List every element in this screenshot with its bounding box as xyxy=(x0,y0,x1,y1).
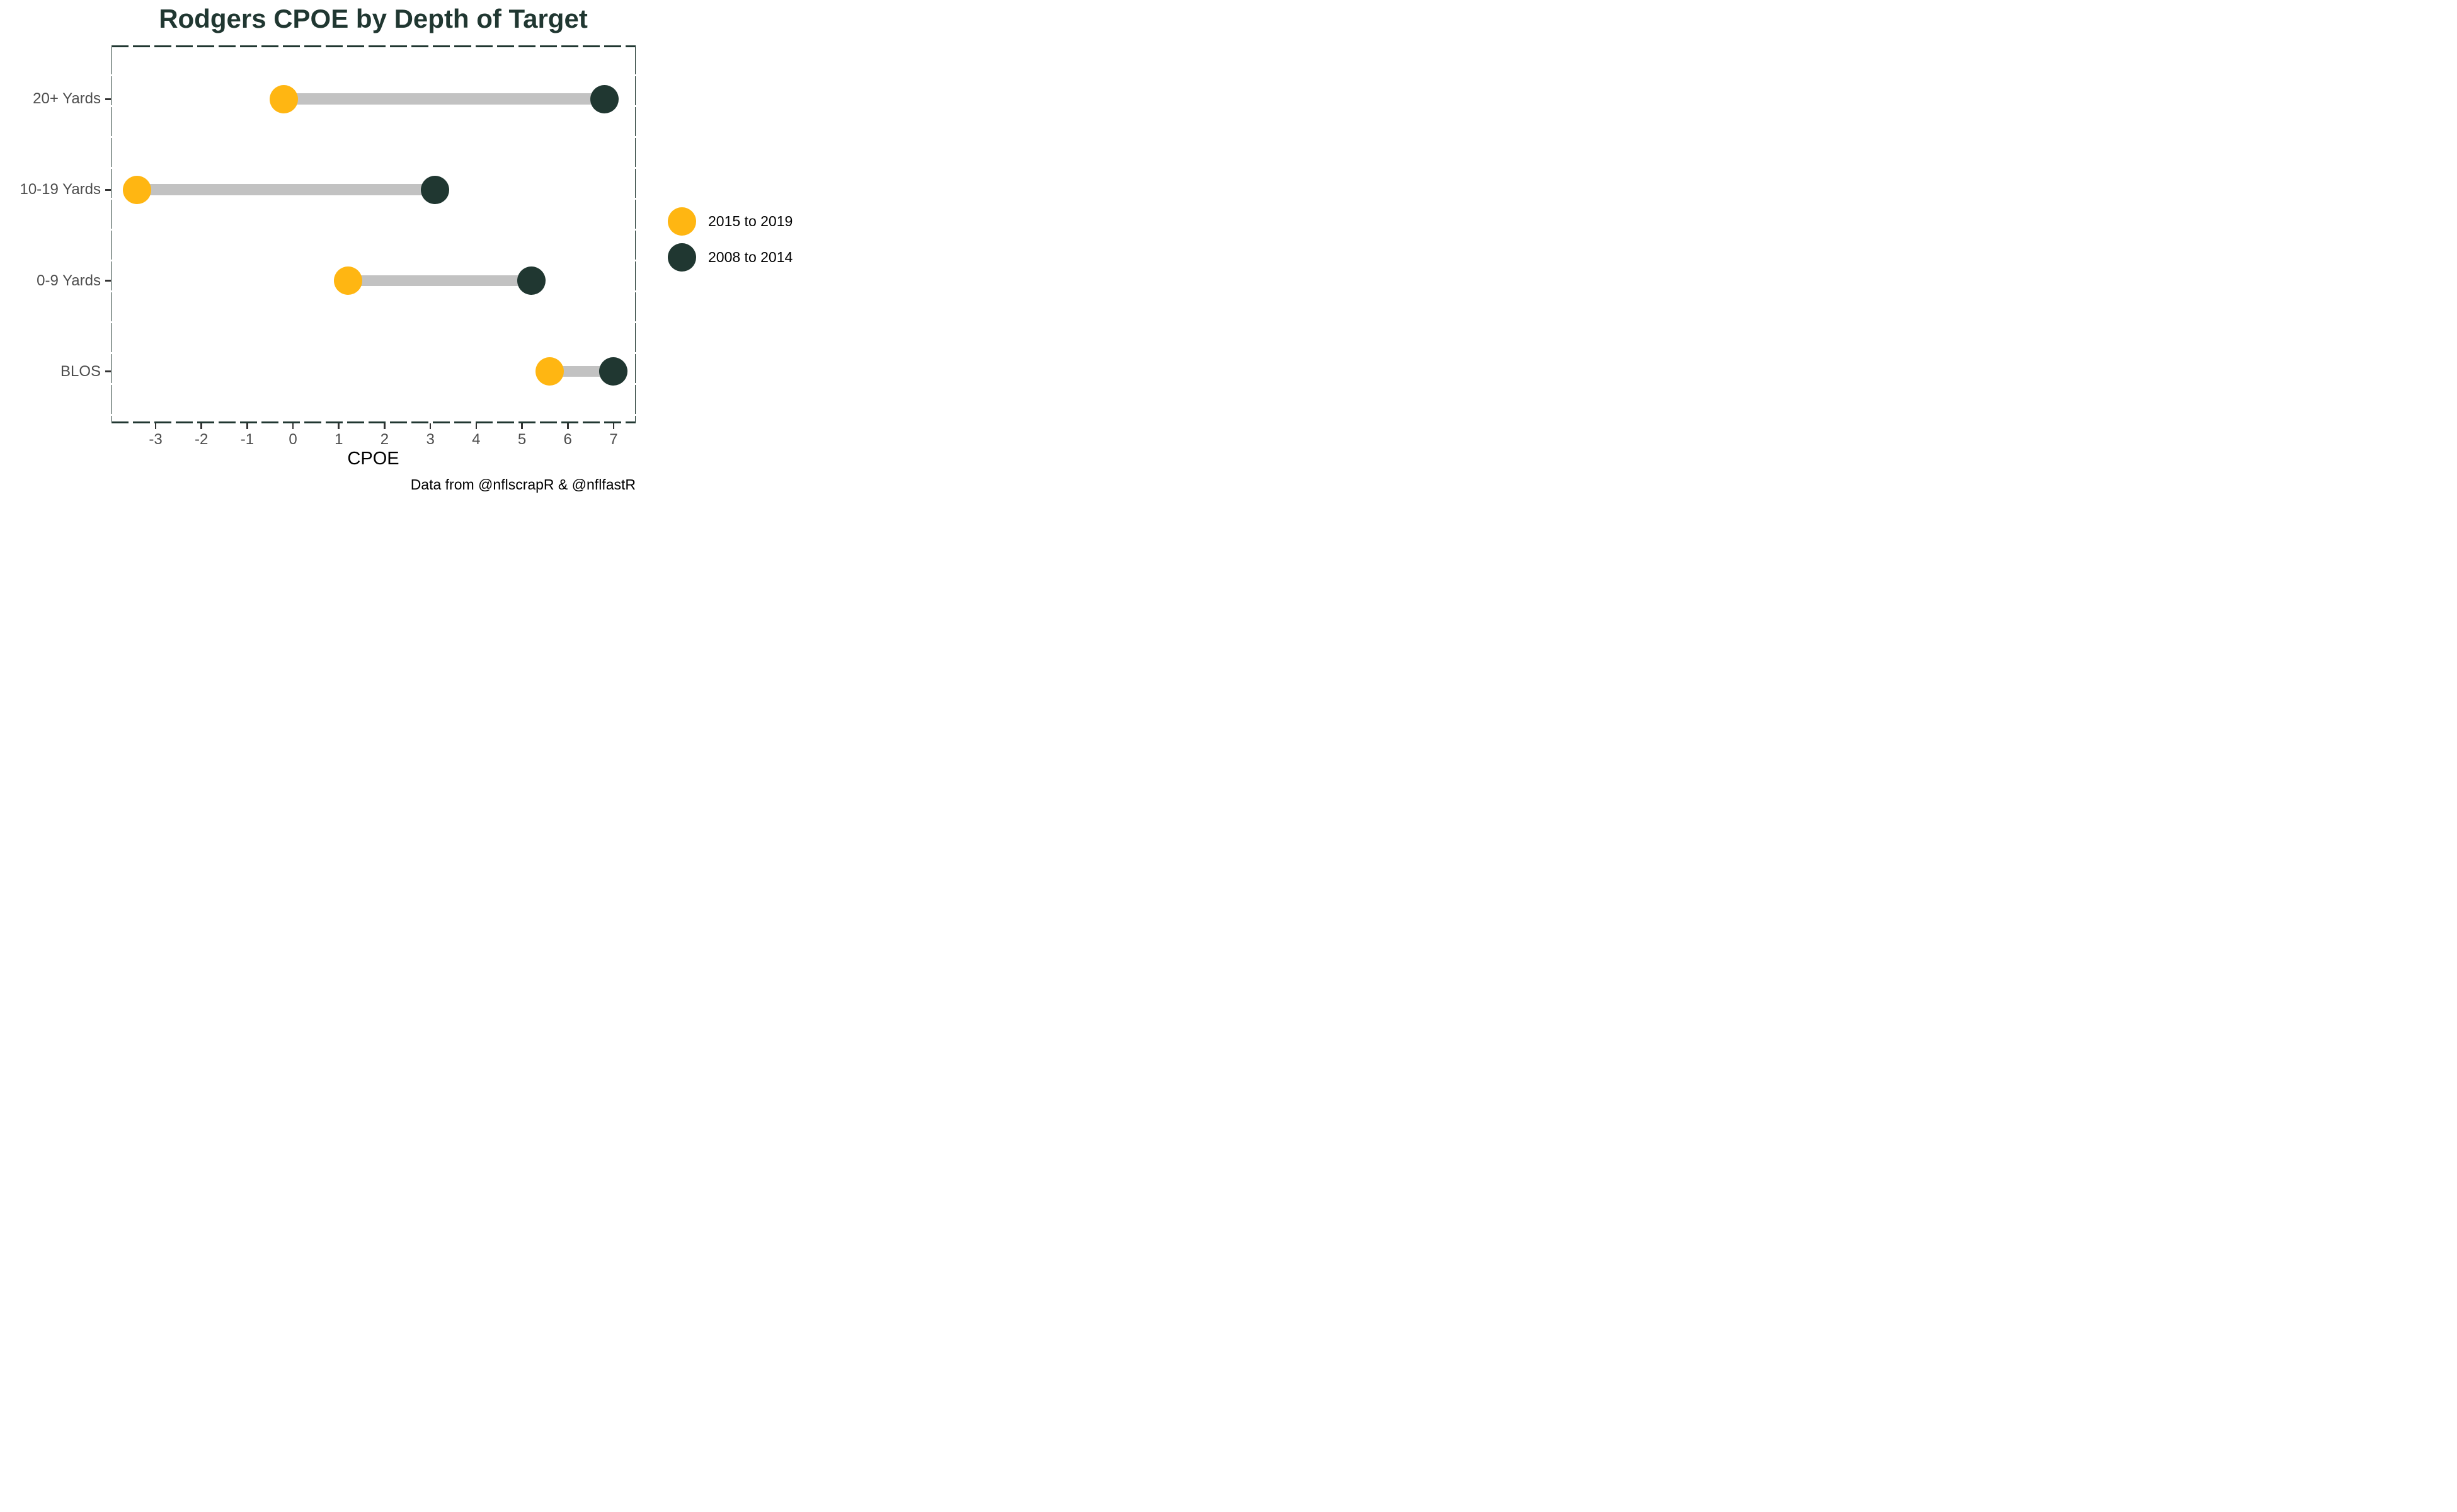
legend: 2015 to 2019 2008 to 2014 xyxy=(668,207,793,272)
y-axis-label: 10-19 Yards xyxy=(20,181,101,198)
data-source-caption: Data from @nflscrapR & @nflfastR xyxy=(410,476,636,493)
x-axis-tick-label: -3 xyxy=(149,430,163,448)
x-axis-tick xyxy=(566,423,569,429)
panel-border-top xyxy=(111,45,636,47)
data-point-gold xyxy=(270,84,299,113)
dumbbell-connector xyxy=(348,275,532,287)
dumbbell-connector xyxy=(549,365,614,377)
x-axis-tick-label: 5 xyxy=(517,430,527,448)
x-axis-tick-label: -2 xyxy=(195,430,209,448)
panel-border-left xyxy=(111,45,113,423)
x-axis-tick xyxy=(429,423,432,429)
dumbbell-connector xyxy=(137,184,435,196)
x-axis-tick-label: 6 xyxy=(563,430,572,448)
x-axis-title: CPOE xyxy=(347,449,399,469)
plot-panel xyxy=(111,45,636,423)
y-axis-tick xyxy=(105,188,111,191)
data-point-dark-green xyxy=(590,84,619,113)
y-axis-tick xyxy=(105,98,111,100)
x-axis-tick xyxy=(338,423,340,429)
y-axis-label: 0-9 Yards xyxy=(37,272,101,289)
legend-item: 2008 to 2014 xyxy=(668,243,793,272)
y-axis-tick xyxy=(105,370,111,373)
x-axis-tick-label: 1 xyxy=(335,430,343,448)
chart-title: Rodgers CPOE by Depth of Target xyxy=(159,4,588,33)
dumbbell-connector xyxy=(284,93,605,105)
data-point-dark-green xyxy=(517,266,546,295)
panel-border-right xyxy=(634,45,636,423)
x-axis-tick-label: -1 xyxy=(240,430,255,448)
x-axis-tick-label: 4 xyxy=(472,430,481,448)
x-axis-tick xyxy=(384,423,386,429)
chart-figure: Rodgers CPOE by Depth of Target 20+ Yard… xyxy=(0,0,819,504)
legend-label: 2015 to 2019 xyxy=(708,213,793,229)
panel-border-bottom xyxy=(111,421,636,423)
x-axis-tick xyxy=(246,423,248,429)
x-axis-tick xyxy=(612,423,615,429)
x-axis-tick-label: 3 xyxy=(426,430,435,448)
legend-key-dot xyxy=(668,207,696,236)
x-axis-tick xyxy=(200,423,202,429)
y-axis-label: BLOS xyxy=(60,362,101,380)
legend-item: 2015 to 2019 xyxy=(668,207,793,236)
x-axis-tick xyxy=(292,423,294,429)
data-point-gold xyxy=(333,266,362,295)
data-point-dark-green xyxy=(420,175,449,204)
x-axis-tick xyxy=(475,423,478,429)
x-axis-tick xyxy=(154,423,157,429)
x-axis-tick xyxy=(521,423,523,429)
x-axis-tick-label: 7 xyxy=(609,430,618,448)
x-axis-tick-label: 0 xyxy=(289,430,297,448)
data-point-gold xyxy=(123,175,152,204)
data-point-gold xyxy=(535,357,564,386)
data-point-dark-green xyxy=(599,357,628,386)
y-axis-tick xyxy=(105,280,111,282)
legend-label: 2008 to 2014 xyxy=(708,249,793,265)
legend-key-dot xyxy=(668,243,696,272)
y-axis-label: 20+ Yards xyxy=(33,90,101,108)
x-axis-tick-label: 2 xyxy=(380,430,389,448)
